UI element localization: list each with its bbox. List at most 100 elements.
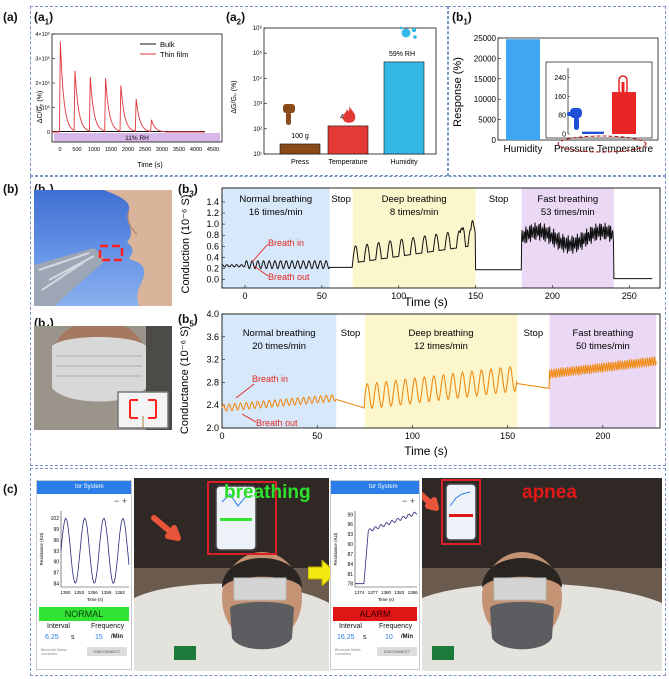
breath-out-annotation: Breath out — [268, 272, 310, 282]
chart-b3: Normal breathing 16 times/min Stop Deep bre… — [180, 187, 661, 309]
label-a1: (a1) — [34, 10, 54, 27]
a1-humidity-band — [54, 133, 220, 142]
c2-frequency-label: Frequency — [379, 623, 413, 630]
hand-press-icon — [567, 108, 582, 130]
photo-sleeping-apnea: apnea — [422, 478, 662, 671]
ytick-label: 0.4 — [206, 252, 219, 262]
c2-interval-label: Interval — [339, 623, 362, 630]
c1-disconnect-button[interactable]: DISCONNECT — [87, 647, 127, 656]
a1-legend-bulk: Bulk — [160, 40, 175, 49]
c1-interval-label: Interval — [47, 623, 70, 630]
frame-a — [30, 6, 448, 176]
b5-xlabel: Time (s) — [404, 444, 448, 458]
flame-icon — [342, 106, 356, 123]
photo-nose-sensor — [34, 190, 172, 306]
a1-xtick-label: 1500 — [105, 147, 117, 153]
region-rate: 8 times/min — [390, 207, 439, 218]
ytick-label: 0.6 — [206, 241, 219, 251]
b3-xlabel: Time (s) — [404, 295, 448, 309]
c1-status-bar: NORMAL — [39, 607, 129, 621]
a1-thin-film-line — [52, 41, 205, 133]
c1-phone-highlight — [207, 481, 277, 555]
b1-inset-ytick-label: 0 — [562, 132, 566, 139]
phone-xlabel: Time (s) — [378, 597, 395, 602]
ytick-label: 0.2 — [206, 264, 219, 274]
c2-bt-status: Bluetooth Status connected — [335, 648, 361, 656]
xtick-label: 150 — [500, 431, 515, 441]
b5-ylabel: Conductance (10⁻⁶ S) — [179, 326, 191, 434]
xtick-label: 250 — [622, 291, 637, 301]
phone-ytick-label: 87 — [347, 552, 353, 558]
a2-ytick-label: 10³ — [253, 102, 262, 108]
label-b5: (b5) — [178, 312, 198, 329]
xtick-label: 100 — [405, 431, 420, 441]
c2-disconnect-button[interactable]: DISCONNECT — [377, 647, 417, 656]
annotation-arrows — [251, 243, 269, 277]
xtick-label: 0 — [219, 431, 224, 441]
a1-xtick-label: 3500 — [173, 147, 185, 153]
a1-legend-thin: Thin film — [160, 50, 188, 59]
phone-xtick-label: 1356 — [88, 590, 99, 595]
apnea-label: apnea — [522, 482, 577, 503]
region-label: Stop — [489, 194, 509, 205]
phone-ylabel: Resistance (KΩ) — [39, 532, 44, 565]
region-rate: 20 times/min — [252, 341, 306, 352]
b1-category-label: Humidity — [504, 144, 543, 155]
b1-ytick-label: 25000 — [474, 34, 497, 43]
a2-ytick-label: 10⁶ — [253, 25, 263, 32]
b1-inset-ytick-label: 160 — [554, 94, 566, 101]
c1-app-title: tor System — [37, 481, 131, 494]
signal-line — [222, 219, 653, 280]
region-label: Stop — [524, 328, 544, 339]
ytick-label: 2.0 — [206, 423, 219, 433]
phone-xtick-label: 1380 — [381, 590, 392, 595]
xtick-label: 200 — [545, 291, 560, 301]
ytick-label: 4.0 — [206, 310, 219, 319]
c1-interval-unit: s — [71, 634, 75, 641]
frame-c — [30, 468, 666, 676]
phone-ytick-label: 78 — [347, 582, 353, 588]
a1-xtick-label: 2500 — [139, 147, 151, 153]
press-finger-icon — [283, 104, 295, 125]
a2-category-label: Humidity — [390, 159, 418, 166]
ytick-label: 2.8 — [206, 377, 219, 387]
breathing-label: breathing — [224, 482, 311, 503]
frame-b — [30, 176, 666, 466]
phone-xtick-label: 1383 — [394, 590, 405, 595]
region-label: Stop — [341, 328, 361, 339]
a2-bar-press — [279, 143, 321, 155]
xtick-label: 150 — [468, 291, 483, 301]
ytick-label: 0.8 — [206, 230, 219, 240]
region-label: Normal breathing — [243, 328, 316, 339]
phone-xtick-label: 1386 — [408, 590, 419, 595]
phone-ytick-label: 96 — [347, 522, 353, 528]
region-label: Fast breathing — [537, 194, 598, 205]
phone-screen-c1: tor System − + 84 87 90 93 96 99 102 1350 1353 13… — [36, 480, 132, 670]
phone-ytick-label: 93 — [347, 532, 353, 538]
a2-bar-humidity — [383, 61, 425, 155]
c1-arrow-icon — [151, 515, 181, 541]
region-label: Deep breathing — [409, 328, 474, 339]
c1-zoom-controls[interactable]: − + — [113, 496, 127, 506]
ytick-label: 3.6 — [206, 332, 219, 342]
phone-ytick-label: 96 — [53, 538, 59, 544]
c2-frequency-unit: /Min — [401, 634, 413, 640]
phone-signal-line — [60, 517, 130, 585]
phone-xtick-label: 1377 — [368, 590, 379, 595]
a1-xlabel: Time (s) — [137, 162, 162, 169]
c2-zoom-controls[interactable]: − + — [401, 496, 415, 506]
water-drops-icon — [399, 26, 417, 39]
xtick-label: 100 — [391, 291, 406, 301]
a1-ytick-label: 4×10⁵ — [35, 31, 50, 38]
label-b3: (b3) — [178, 182, 198, 199]
a2-ytick-label: 10¹ — [253, 152, 262, 158]
phone-ytick-label: 90 — [53, 560, 59, 566]
region-rate: 50 times/min — [576, 341, 630, 352]
ytick-label: 1.2 — [206, 208, 219, 218]
ytick-label: 2.4 — [206, 400, 219, 410]
xtick-label: 50 — [312, 431, 322, 441]
c1-frequency-value: 15 — [95, 634, 103, 641]
phone-ytick-label: 84 — [53, 581, 59, 587]
phone-ytick-label: 102 — [51, 516, 60, 522]
region-label: Deep breathing — [382, 194, 447, 205]
